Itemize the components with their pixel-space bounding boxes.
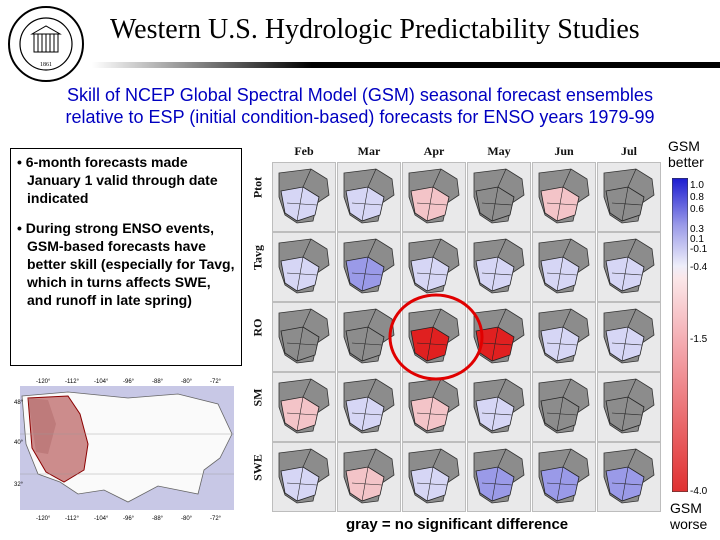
map-lon-label: -112° bbox=[65, 379, 80, 385]
map-cell bbox=[597, 372, 661, 442]
map-cell bbox=[467, 162, 531, 232]
map-cell bbox=[402, 302, 466, 372]
legend-top-label: GSM better bbox=[668, 138, 704, 170]
bullet-box: • 6-month forecasts made January 1 valid… bbox=[10, 148, 242, 366]
map-cell bbox=[337, 302, 401, 372]
map-cell bbox=[467, 232, 531, 302]
map-lon-label: -120° bbox=[36, 516, 51, 522]
gray-note: gray = no significant difference bbox=[346, 516, 569, 533]
map-cell bbox=[337, 442, 401, 512]
map-cell bbox=[467, 442, 531, 512]
colorbar-tick: 0.3 bbox=[690, 224, 704, 235]
colorbar-tick: -1.5 bbox=[690, 334, 708, 345]
map-cell bbox=[532, 232, 596, 302]
month-header: Jul bbox=[620, 144, 637, 158]
skill-grid: Feb Mar Apr May Jun Jul Ptot Tavg RO SM SWE bbox=[246, 140, 664, 522]
map-lon-label: -88° bbox=[152, 379, 164, 385]
map-lon-label: -72° bbox=[210, 379, 222, 385]
legend-bottom-label: GSM worse bbox=[670, 500, 707, 532]
map-cell bbox=[402, 232, 466, 302]
map-cell bbox=[402, 372, 466, 442]
legend-bottom-line1: GSM bbox=[670, 500, 702, 516]
highlight-circle bbox=[388, 293, 484, 381]
highlight-overlay bbox=[388, 293, 484, 381]
month-header: May bbox=[487, 144, 511, 158]
legend-top-line2: better bbox=[668, 154, 704, 170]
title-rule bbox=[92, 62, 720, 68]
map-lon-label: -96° bbox=[123, 516, 135, 522]
map-lat-label: 32° bbox=[14, 482, 24, 488]
bullet-item-1: • 6-month forecasts made January 1 valid… bbox=[17, 154, 218, 206]
map-cell bbox=[272, 232, 336, 302]
header-bar bbox=[0, 0, 720, 68]
map-lon-label: -88° bbox=[152, 516, 164, 522]
map-cell bbox=[337, 372, 401, 442]
map-cell bbox=[337, 232, 401, 302]
month-header: Feb bbox=[294, 144, 314, 158]
map-lat-label: 40° bbox=[14, 440, 24, 446]
colorbar-tick: 0.6 bbox=[690, 204, 704, 215]
map-cell bbox=[597, 302, 661, 372]
map-cell bbox=[272, 372, 336, 442]
legend-bottom-line2: worse bbox=[670, 516, 708, 532]
map-cell bbox=[532, 372, 596, 442]
legend-top-line1: GSM bbox=[668, 138, 700, 154]
map-lon-labels: -120° -112° -104° -96° -88° -80° -72° bbox=[36, 379, 222, 385]
map-cell bbox=[597, 442, 661, 512]
map-cell bbox=[467, 302, 531, 372]
map-cell bbox=[272, 302, 336, 372]
map-lon-label: -80° bbox=[181, 516, 193, 522]
map-cell bbox=[337, 162, 401, 232]
month-header: Mar bbox=[357, 144, 381, 158]
subtitle-line-2: relative to ESP (initial condition-based… bbox=[65, 107, 655, 127]
map-lat-label: 48° bbox=[14, 400, 24, 406]
map-lon-label: -104° bbox=[94, 516, 109, 522]
month-header: Jun bbox=[554, 144, 574, 158]
map-cell bbox=[467, 372, 531, 442]
map-lon-label: -104° bbox=[94, 379, 109, 385]
map-cell bbox=[532, 302, 596, 372]
map-lon-label: -80° bbox=[181, 379, 193, 385]
colorbar-tick: 0.8 bbox=[690, 192, 704, 203]
map-cell bbox=[597, 232, 661, 302]
colorbar bbox=[671, 177, 689, 493]
map-cell bbox=[532, 162, 596, 232]
colorbar-tick: -4.0 bbox=[690, 486, 708, 497]
subtitle: Skill of NCEP Global Spectral Model (GSM… bbox=[10, 84, 710, 128]
colorbar-tick: -0.4 bbox=[690, 262, 708, 273]
map-cell bbox=[402, 162, 466, 232]
university-seal: 1861 bbox=[6, 4, 86, 84]
map-lon-label: -120° bbox=[36, 379, 51, 385]
map-cell bbox=[272, 442, 336, 512]
colorbar-tick: 0.1 bbox=[690, 234, 704, 245]
map-cell bbox=[272, 162, 336, 232]
colorbar-tick: 1.0 bbox=[690, 180, 704, 191]
map-lon-label: -112° bbox=[65, 516, 80, 522]
map-lon-label: -72° bbox=[210, 516, 222, 522]
map-lon-label: -96° bbox=[123, 379, 135, 385]
map-cell bbox=[532, 442, 596, 512]
page-title: Western U.S. Hydrologic Predictability S… bbox=[110, 14, 640, 45]
colorbar-tick: -0.1 bbox=[690, 244, 708, 255]
seal-year: 1861 bbox=[40, 62, 52, 68]
bullet-item-2: • During strong ENSO events, GSM-based f… bbox=[17, 220, 235, 308]
map-cell bbox=[402, 442, 466, 512]
map-cell bbox=[597, 162, 661, 232]
map-lon-labels-bottom: -120° -112° -104° -96° -88° -80° -72° bbox=[36, 516, 222, 522]
subtitle-line-1: Skill of NCEP Global Spectral Model (GSM… bbox=[67, 85, 653, 105]
month-header: Apr bbox=[423, 144, 445, 158]
us-map: 48° 40° 32° -120° -112° -104° -96° -88° -80° -… bbox=[8, 374, 246, 524]
